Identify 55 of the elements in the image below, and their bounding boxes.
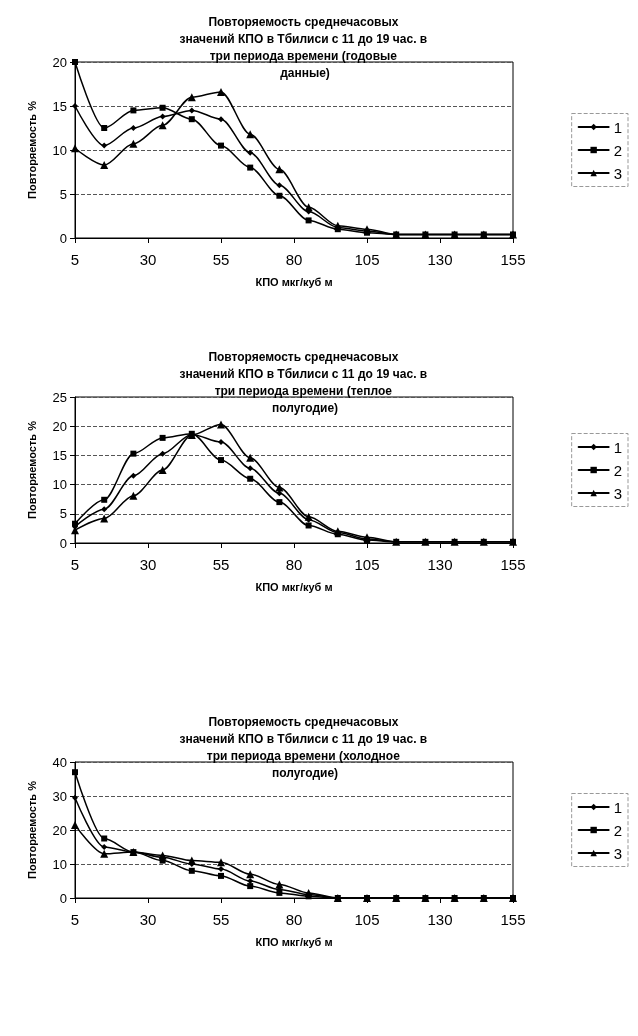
x-tick-label: 155 xyxy=(500,911,526,928)
y-tick-label: 10 xyxy=(52,856,67,872)
y-tick-label: 25 xyxy=(52,389,67,405)
x-tick-label: 105 xyxy=(354,556,380,573)
x-tick-label: 130 xyxy=(427,556,453,573)
chart-title: Повторяемость среднечасовых значений КПО в Тбилиси с 11 до 19 час. в три периода времени (теплое полугодие) xyxy=(179,349,431,415)
y-tick-label: 5 xyxy=(59,186,67,202)
y-tick-label: 30 xyxy=(52,788,67,804)
y-axis-title: Повторяемость % xyxy=(25,780,38,879)
y-tick-label: 0 xyxy=(59,535,67,551)
legend-label: 2 xyxy=(613,821,622,839)
x-tick-label: 105 xyxy=(354,251,380,268)
x-tick-label: 5 xyxy=(70,556,80,573)
legend-label: 2 xyxy=(613,141,622,159)
x-tick-label: 130 xyxy=(427,251,453,268)
x-tick-label: 130 xyxy=(427,911,453,928)
x-tick-label: 80 xyxy=(285,911,303,928)
y-tick-label: 20 xyxy=(52,54,67,70)
chart-title: Повторяемость среднечасовых значений КПО в Тбилиси с 11 до 19 час. в три периода времени (годовые данные) xyxy=(179,14,431,80)
x-tick-label: 30 xyxy=(139,911,157,928)
x-axis-title: КПО мкг/куб м xyxy=(255,935,333,948)
y-tick-label: 10 xyxy=(52,477,67,493)
x-tick-label: 30 xyxy=(139,556,157,573)
y-tick-label: 40 xyxy=(52,754,67,770)
y-axis-title: Повторяемость % xyxy=(25,100,38,199)
x-tick-label: 30 xyxy=(139,251,157,268)
y-tick-label: 20 xyxy=(52,822,67,838)
chart-title: Повторяемость среднечасовых значений КПО в Тбилиси с 11 до 19 час. в три периода времени (холодное полугодие) xyxy=(179,714,431,780)
y-tick-label: 0 xyxy=(59,230,67,246)
x-axis-title: КПО мкг/куб м xyxy=(255,275,333,288)
x-tick-label: 80 xyxy=(285,251,303,268)
x-axis-title: КПО мкг/куб м xyxy=(255,580,333,593)
y-tick-label: 5 xyxy=(59,506,67,522)
x-tick-label: 5 xyxy=(70,911,80,928)
legend-label: 3 xyxy=(613,484,622,502)
legend-label: 1 xyxy=(613,798,622,816)
y-tick-label: 20 xyxy=(52,418,67,434)
x-tick-label: 155 xyxy=(500,556,526,573)
x-tick-label: 55 xyxy=(212,911,230,928)
y-axis-title: Повторяемость % xyxy=(25,420,38,519)
y-tick-label: 15 xyxy=(52,98,67,114)
x-tick-label: 80 xyxy=(285,556,303,573)
x-tick-label: 55 xyxy=(212,556,230,573)
y-tick-label: 15 xyxy=(52,447,67,463)
x-tick-label: 5 xyxy=(70,251,80,268)
legend-label: 3 xyxy=(613,844,622,862)
x-tick-label: 105 xyxy=(354,911,380,928)
legend-label: 1 xyxy=(613,118,622,136)
y-tick-label: 0 xyxy=(59,890,67,906)
legend-label: 2 xyxy=(613,461,622,479)
y-tick-label: 10 xyxy=(52,142,67,158)
legend-label: 1 xyxy=(613,438,622,456)
legend-label: 3 xyxy=(613,164,622,182)
x-tick-label: 155 xyxy=(500,251,526,268)
x-tick-label: 55 xyxy=(212,251,230,268)
